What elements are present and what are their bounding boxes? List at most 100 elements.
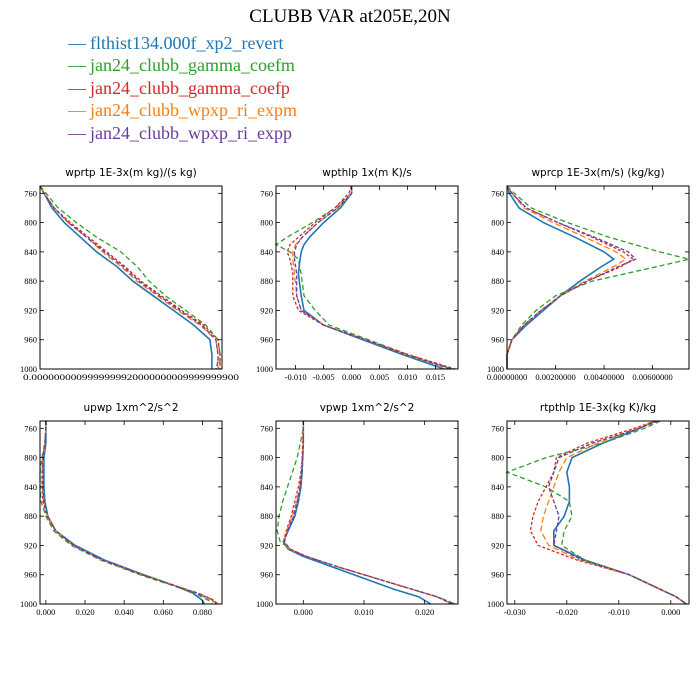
y-tick-label: 920 bbox=[24, 305, 37, 315]
x-tick-label: -0.010 bbox=[608, 607, 630, 617]
series-line bbox=[547, 420, 687, 605]
series-line bbox=[506, 185, 635, 369]
y-tick-label: 1000 bbox=[256, 599, 273, 609]
y-tick-label: 760 bbox=[260, 188, 273, 198]
y-tick-label: 920 bbox=[24, 540, 37, 550]
x-tick-label: 0.000 bbox=[294, 607, 313, 617]
y-tick-label: 960 bbox=[491, 335, 504, 345]
panel-title: vpwp 1xm^2/s^2 bbox=[320, 402, 415, 414]
y-tick-label: 880 bbox=[491, 511, 504, 521]
y-tick-label: 760 bbox=[491, 423, 504, 433]
legend-label: jan24_clubb_gamma_coefp bbox=[90, 77, 290, 98]
y-tick-label: 840 bbox=[24, 482, 37, 492]
x-tick-label: 0.000 bbox=[342, 372, 361, 382]
legend-swatch: — bbox=[68, 55, 86, 76]
legend-item: — jan24_clubb_gamma_coefm bbox=[68, 54, 297, 76]
y-tick-label: 1000 bbox=[20, 364, 37, 374]
series-line bbox=[42, 421, 217, 605]
series-line bbox=[293, 186, 452, 370]
y-tick-label: 920 bbox=[491, 540, 504, 550]
series-line bbox=[505, 420, 687, 605]
x-tick-label: -0.010 bbox=[285, 372, 307, 382]
plot-frame bbox=[506, 420, 690, 605]
y-tick-label: 800 bbox=[491, 218, 504, 228]
y-tick-label: 920 bbox=[260, 540, 273, 550]
series-line bbox=[506, 185, 690, 369]
series-line bbox=[552, 420, 687, 605]
y-tick-label: 1000 bbox=[256, 364, 273, 374]
x-tick-label: 0.00200000 bbox=[535, 372, 575, 382]
series-line bbox=[39, 185, 221, 369]
series-line bbox=[286, 185, 456, 370]
y-tick-label: 840 bbox=[24, 247, 37, 257]
y-tick-label: 1000 bbox=[487, 599, 504, 609]
panel-title: upwp 1xm^2/s^2 bbox=[84, 402, 179, 414]
legend-item: — jan24_clubb_wpxp_ri_expp bbox=[68, 122, 297, 144]
y-tick-label: 960 bbox=[24, 335, 37, 345]
y-tick-label: 760 bbox=[260, 423, 273, 433]
series-line bbox=[282, 421, 456, 605]
chart-panel: upwp 1xm^2/s^2 760 800 840 880 920 960 10000.00… bbox=[20, 402, 223, 617]
legend-swatch: — bbox=[68, 33, 86, 53]
x-tick-label: 0.080 bbox=[193, 607, 212, 617]
panel-title: wprcp 1E-3x(m/s) (kg/kg) bbox=[531, 167, 664, 179]
series-line bbox=[39, 185, 213, 369]
series-line bbox=[274, 186, 453, 370]
chart-panel: wprtp 1E-3x(m kg)/(s kg) 760 800 840 880 920 9… bbox=[20, 167, 239, 382]
plot-frame bbox=[39, 185, 223, 370]
chart-panel: vpwp 1xm^2/s^2 760 800 840 880 920 960 1000 0.00… bbox=[256, 402, 459, 617]
y-tick-label: 760 bbox=[491, 188, 504, 198]
y-tick-label: 880 bbox=[24, 511, 37, 521]
x-tick-label: 0.00000000 bbox=[487, 372, 527, 382]
legend-label: jan24_clubb_wpxp_ri_expp bbox=[90, 122, 292, 143]
y-tick-label: 800 bbox=[491, 453, 504, 463]
series-line bbox=[506, 185, 628, 369]
series-line bbox=[506, 185, 637, 369]
y-tick-label: 800 bbox=[24, 453, 37, 463]
x-tick-label: -0.020 bbox=[556, 607, 578, 617]
plot-frame bbox=[275, 185, 459, 370]
y-tick-label: 1000 bbox=[487, 364, 504, 374]
y-tick-label: 960 bbox=[260, 335, 273, 345]
series-line bbox=[292, 186, 450, 370]
y-tick-label: 760 bbox=[24, 423, 37, 433]
x-tick-label: 0.000 bbox=[661, 607, 680, 617]
legend-label: flthist134.000f_xp2_revert bbox=[90, 33, 284, 53]
y-tick-label: 760 bbox=[24, 188, 37, 198]
legend: — flthist134.000f_xp2_revert — jan24_clubb… bbox=[68, 32, 297, 144]
x-tick-label: 0.00600000 bbox=[632, 372, 672, 382]
x-tick-label: 0.040 bbox=[115, 607, 134, 617]
y-tick-label: 840 bbox=[491, 247, 504, 257]
x-tick-label: -0.005 bbox=[313, 372, 335, 382]
y-tick-label: 960 bbox=[24, 570, 37, 580]
legend-label: jan24_clubb_gamma_coefm bbox=[90, 55, 295, 76]
series-line bbox=[282, 421, 432, 605]
panel-title: rtpthlp 1E-3x(kg K)/kg bbox=[540, 402, 656, 414]
y-tick-label: 880 bbox=[24, 276, 37, 286]
series-line bbox=[43, 421, 206, 605]
y-tick-label: 1000 bbox=[20, 599, 37, 609]
x-tick-label: 0.00400000 bbox=[584, 372, 624, 382]
legend-swatch: — bbox=[68, 77, 86, 98]
y-tick-label: 920 bbox=[260, 305, 273, 315]
y-tick-label: 920 bbox=[491, 305, 504, 315]
y-tick-label: 800 bbox=[260, 218, 273, 228]
legend-item: — jan24_clubb_wpxp_ri_expm bbox=[68, 99, 297, 121]
plot-frame bbox=[275, 420, 459, 605]
series-line bbox=[529, 420, 687, 605]
x-tick-label: 0.000 bbox=[36, 607, 55, 617]
plot-frame bbox=[506, 185, 690, 370]
y-tick-label: 880 bbox=[260, 276, 273, 286]
series-line bbox=[276, 421, 456, 605]
series-line bbox=[540, 420, 687, 605]
plot-frame bbox=[39, 420, 223, 605]
x-tick-label: 0.005 bbox=[370, 372, 389, 382]
x-tick-label: 0.060 bbox=[154, 607, 173, 617]
series-line bbox=[39, 185, 219, 369]
legend-label: jan24_clubb_wpxp_ri_expm bbox=[90, 100, 297, 121]
panel-title: wprtp 1E-3x(m kg)/(s kg) bbox=[65, 167, 196, 179]
x-tick-label: 0.010 bbox=[354, 607, 373, 617]
x-tick-label: 0.0000000009999999920000000009999999900 bbox=[23, 372, 239, 382]
x-tick-label: -0.030 bbox=[504, 607, 526, 617]
y-tick-label: 800 bbox=[260, 453, 273, 463]
